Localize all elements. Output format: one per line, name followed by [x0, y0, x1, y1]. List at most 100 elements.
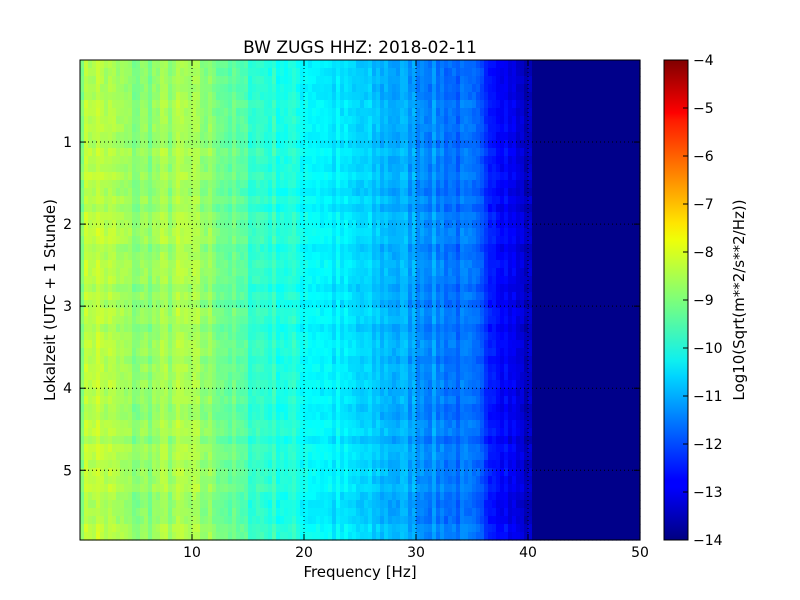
heatmap-cell [536, 116, 541, 125]
heatmap-cell [364, 236, 369, 245]
heatmap-cell [388, 236, 393, 245]
heatmap-cell [108, 156, 113, 165]
heatmap-cell [568, 108, 573, 117]
heatmap-cell [620, 156, 625, 165]
heatmap-cell [176, 100, 181, 109]
heatmap-cell [484, 324, 489, 333]
heatmap-cell [264, 284, 269, 293]
heatmap-cell [488, 76, 493, 85]
heatmap-cell [476, 332, 481, 341]
heatmap-cell [464, 156, 469, 165]
heatmap-cell [460, 220, 465, 229]
heatmap-cell [184, 108, 189, 117]
heatmap-cell [196, 156, 201, 165]
heatmap-cell [508, 228, 513, 237]
heatmap-cell [136, 228, 141, 237]
heatmap-cell [100, 76, 105, 85]
heatmap-cell [120, 292, 125, 301]
heatmap-cell [416, 324, 421, 333]
heatmap-cell [564, 148, 569, 157]
heatmap-cell [272, 116, 277, 125]
heatmap-cell [324, 84, 329, 93]
heatmap-cell [600, 316, 605, 325]
heatmap-cell [196, 116, 201, 125]
heatmap-cell [152, 292, 157, 301]
heatmap-cell [320, 68, 325, 77]
heatmap-cell [448, 92, 453, 101]
heatmap-cell [456, 228, 461, 237]
heatmap-cell [352, 108, 357, 117]
heatmap-cell [412, 196, 417, 205]
heatmap-cell [616, 132, 621, 141]
heatmap-cell [512, 212, 517, 221]
heatmap-cell [632, 132, 637, 141]
heatmap-cell [624, 252, 629, 261]
heatmap-cell [528, 140, 533, 149]
heatmap-cell [172, 84, 177, 93]
heatmap-cell [132, 108, 137, 117]
heatmap-cell [136, 92, 141, 101]
heatmap-cell [344, 172, 349, 181]
heatmap-cell [548, 252, 553, 261]
heatmap-cell [92, 260, 97, 269]
heatmap-cell [120, 228, 125, 237]
heatmap-cell [132, 60, 137, 69]
heatmap-cell [620, 260, 625, 269]
heatmap-cell [536, 260, 541, 269]
heatmap-cell [440, 260, 445, 269]
heatmap-cell [116, 196, 121, 205]
heatmap-cell [172, 108, 177, 117]
heatmap-cell [380, 84, 385, 93]
heatmap-cell [204, 148, 209, 157]
heatmap-cell [484, 116, 489, 125]
heatmap-cell [564, 60, 569, 69]
heatmap-cell [300, 84, 305, 93]
heatmap-cell [216, 292, 221, 301]
heatmap-cell [220, 204, 225, 213]
heatmap-cell [468, 164, 473, 173]
heatmap-cell [136, 68, 141, 77]
heatmap-cell [552, 180, 557, 189]
heatmap-cell [252, 268, 257, 277]
heatmap-cell [588, 172, 593, 181]
heatmap-cell [376, 324, 381, 333]
heatmap-cell [544, 68, 549, 77]
heatmap-cell [136, 196, 141, 205]
heatmap-cell [252, 324, 257, 333]
heatmap-cell [264, 188, 269, 197]
heatmap-cell [104, 148, 109, 157]
heatmap-cell [264, 324, 269, 333]
heatmap-cell [280, 252, 285, 261]
heatmap-cell [428, 116, 433, 125]
heatmap-cell [584, 268, 589, 277]
heatmap-cell [148, 124, 153, 133]
heatmap-cell [624, 76, 629, 85]
heatmap-cell [452, 92, 457, 101]
heatmap-cell [624, 220, 629, 229]
heatmap-cell [156, 268, 161, 277]
heatmap-cell [600, 332, 605, 341]
heatmap-cell [608, 124, 613, 133]
heatmap-cell [584, 276, 589, 285]
heatmap-cell [276, 268, 281, 277]
heatmap-cell [240, 164, 245, 173]
heatmap-cell [284, 316, 289, 325]
heatmap-cell [184, 292, 189, 301]
heatmap-cell [232, 116, 237, 125]
heatmap-cell [236, 164, 241, 173]
heatmap-cell [572, 124, 577, 133]
heatmap-cell [112, 228, 117, 237]
heatmap-cell [576, 156, 581, 165]
heatmap-cell [484, 316, 489, 325]
heatmap-cell [472, 60, 477, 69]
heatmap-cell [264, 140, 269, 149]
heatmap-cell [232, 156, 237, 165]
heatmap-cell [364, 252, 369, 261]
heatmap-cell [540, 196, 545, 205]
heatmap-cell [488, 236, 493, 245]
heatmap-cell [84, 212, 89, 221]
heatmap-cell [636, 204, 641, 213]
heatmap-cell [352, 188, 357, 197]
heatmap-cell [324, 92, 329, 101]
heatmap-cell [380, 68, 385, 77]
